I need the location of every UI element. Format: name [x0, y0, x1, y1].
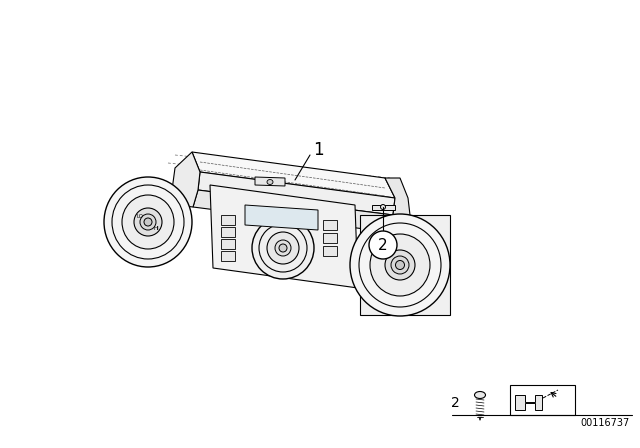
- Text: 2: 2: [451, 396, 460, 410]
- Ellipse shape: [396, 260, 404, 270]
- Ellipse shape: [156, 207, 184, 227]
- Polygon shape: [221, 239, 235, 249]
- Ellipse shape: [104, 177, 192, 267]
- Polygon shape: [323, 246, 337, 256]
- Ellipse shape: [134, 208, 162, 236]
- Ellipse shape: [381, 204, 385, 210]
- Polygon shape: [360, 215, 450, 315]
- Text: LO: LO: [136, 214, 143, 219]
- Polygon shape: [515, 395, 542, 410]
- Polygon shape: [372, 205, 395, 210]
- Text: 00116737: 00116737: [580, 418, 630, 428]
- Polygon shape: [172, 152, 200, 207]
- Ellipse shape: [267, 232, 299, 264]
- Ellipse shape: [474, 392, 486, 399]
- Ellipse shape: [391, 256, 409, 274]
- Circle shape: [369, 231, 397, 259]
- Ellipse shape: [140, 214, 156, 230]
- Ellipse shape: [370, 234, 430, 296]
- Text: 2: 2: [378, 237, 388, 253]
- Ellipse shape: [385, 250, 415, 280]
- Polygon shape: [221, 227, 235, 237]
- Ellipse shape: [267, 180, 273, 185]
- Text: 1: 1: [313, 141, 324, 159]
- Ellipse shape: [279, 244, 287, 252]
- Text: HI: HI: [153, 225, 159, 231]
- Polygon shape: [193, 190, 393, 232]
- Ellipse shape: [252, 217, 314, 279]
- Ellipse shape: [275, 240, 291, 256]
- Ellipse shape: [144, 218, 152, 226]
- Ellipse shape: [350, 214, 450, 316]
- Ellipse shape: [122, 195, 174, 249]
- Polygon shape: [210, 185, 358, 288]
- Polygon shape: [192, 152, 395, 198]
- Polygon shape: [221, 215, 235, 225]
- Polygon shape: [245, 205, 318, 230]
- Polygon shape: [323, 233, 337, 243]
- Polygon shape: [255, 177, 285, 186]
- Polygon shape: [198, 172, 395, 215]
- Polygon shape: [221, 251, 235, 261]
- Polygon shape: [385, 178, 410, 232]
- Polygon shape: [323, 220, 337, 230]
